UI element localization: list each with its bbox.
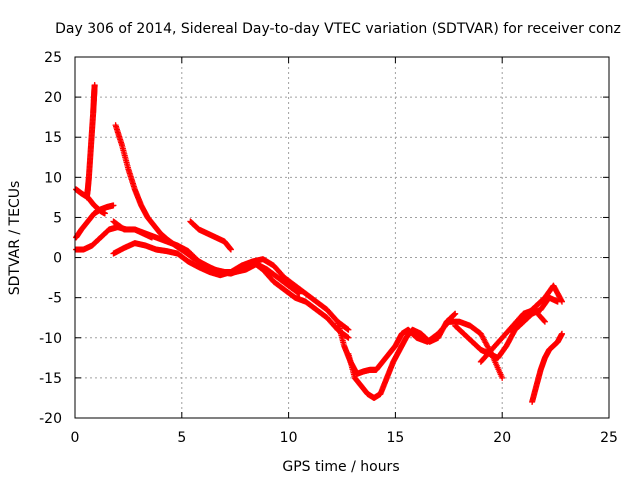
y-tick-label: 25 bbox=[44, 50, 62, 66]
y-tick-label: -5 bbox=[48, 291, 62, 307]
data-point bbox=[110, 202, 117, 209]
chart-title: Day 306 of 2014, Sidereal Day-to-day VTE… bbox=[55, 21, 621, 37]
y-tick-label: -15 bbox=[39, 371, 62, 387]
y-tick-label: 20 bbox=[44, 90, 62, 106]
data-point bbox=[541, 318, 548, 325]
y-axis-label: SDTVAR / TECUs bbox=[7, 181, 23, 296]
series-arc-mid-upper bbox=[110, 218, 352, 333]
data-point bbox=[499, 374, 506, 381]
y-tick-label: -10 bbox=[39, 331, 62, 347]
series-arc-start-low bbox=[73, 202, 117, 241]
series-arc-mid-lower bbox=[110, 240, 352, 341]
series-arc-trough-a bbox=[334, 318, 506, 381]
data-point bbox=[227, 246, 234, 253]
series-arc-trough-b bbox=[345, 310, 459, 401]
axis-ticks: 0 5 10 15 20 25 -20 -15 -10 -5 0 5 10 15 20 25 bbox=[39, 50, 618, 446]
data-point bbox=[345, 334, 352, 341]
data-point bbox=[345, 326, 352, 333]
series-arc-short bbox=[187, 218, 234, 253]
x-tick-label: 0 bbox=[71, 430, 80, 446]
x-tick-label: 15 bbox=[386, 430, 404, 446]
y-tick-label: 0 bbox=[53, 251, 62, 267]
series-arc-spike bbox=[83, 82, 98, 201]
x-tick-label: 25 bbox=[600, 430, 618, 446]
x-tick-label: 10 bbox=[280, 430, 298, 446]
data-point bbox=[541, 317, 548, 324]
y-tick-label: 5 bbox=[53, 210, 62, 226]
data-point bbox=[559, 298, 566, 305]
data-point bbox=[559, 330, 566, 337]
series-arc-late-c bbox=[477, 306, 548, 365]
y-tick-label: -20 bbox=[39, 411, 62, 427]
x-tick-label: 20 bbox=[493, 430, 511, 446]
x-tick-label: 5 bbox=[177, 430, 186, 446]
data-point bbox=[91, 82, 98, 89]
grid bbox=[75, 57, 609, 418]
plot-frame bbox=[74, 56, 610, 419]
x-axis-label: GPS time / hours bbox=[282, 459, 399, 475]
data-point bbox=[101, 210, 108, 217]
data-point bbox=[452, 310, 459, 317]
series-arc-end bbox=[529, 330, 566, 405]
y-tick-label: 15 bbox=[44, 130, 62, 146]
data-points bbox=[73, 82, 566, 405]
y-tick-label: 10 bbox=[44, 170, 62, 186]
